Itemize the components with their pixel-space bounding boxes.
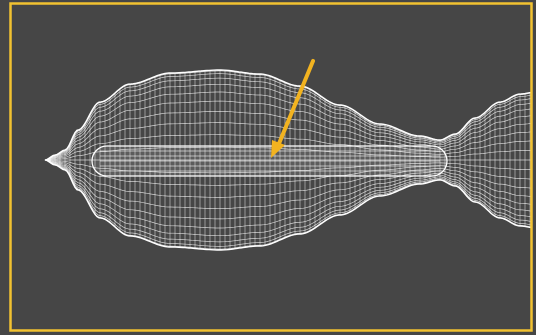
arrow-shaft <box>276 59 315 148</box>
mesh-contour <box>44 159 531 237</box>
mesh-contour <box>44 159 531 198</box>
wireframe-mesh <box>44 69 531 251</box>
mesh-contour <box>44 159 531 229</box>
mesh-contour <box>44 134 531 161</box>
mesh-outline <box>44 69 531 161</box>
mesh-contour <box>44 159 531 210</box>
mesh-contour <box>44 146 531 161</box>
mesh-contour <box>44 159 531 247</box>
mesh-contour <box>44 73 531 161</box>
mesh-contour <box>44 91 531 161</box>
mesh-contour <box>44 159 531 243</box>
selection-border <box>9 2 533 332</box>
mesh-contour <box>44 110 531 161</box>
mesh-contour <box>44 159 531 186</box>
mesh-contour <box>44 83 531 161</box>
mesh-outline <box>44 159 531 251</box>
mesh-contour <box>44 159 531 220</box>
mesh-contour <box>44 122 531 161</box>
mesh-contour <box>44 77 531 161</box>
arrow-head <box>271 140 285 158</box>
